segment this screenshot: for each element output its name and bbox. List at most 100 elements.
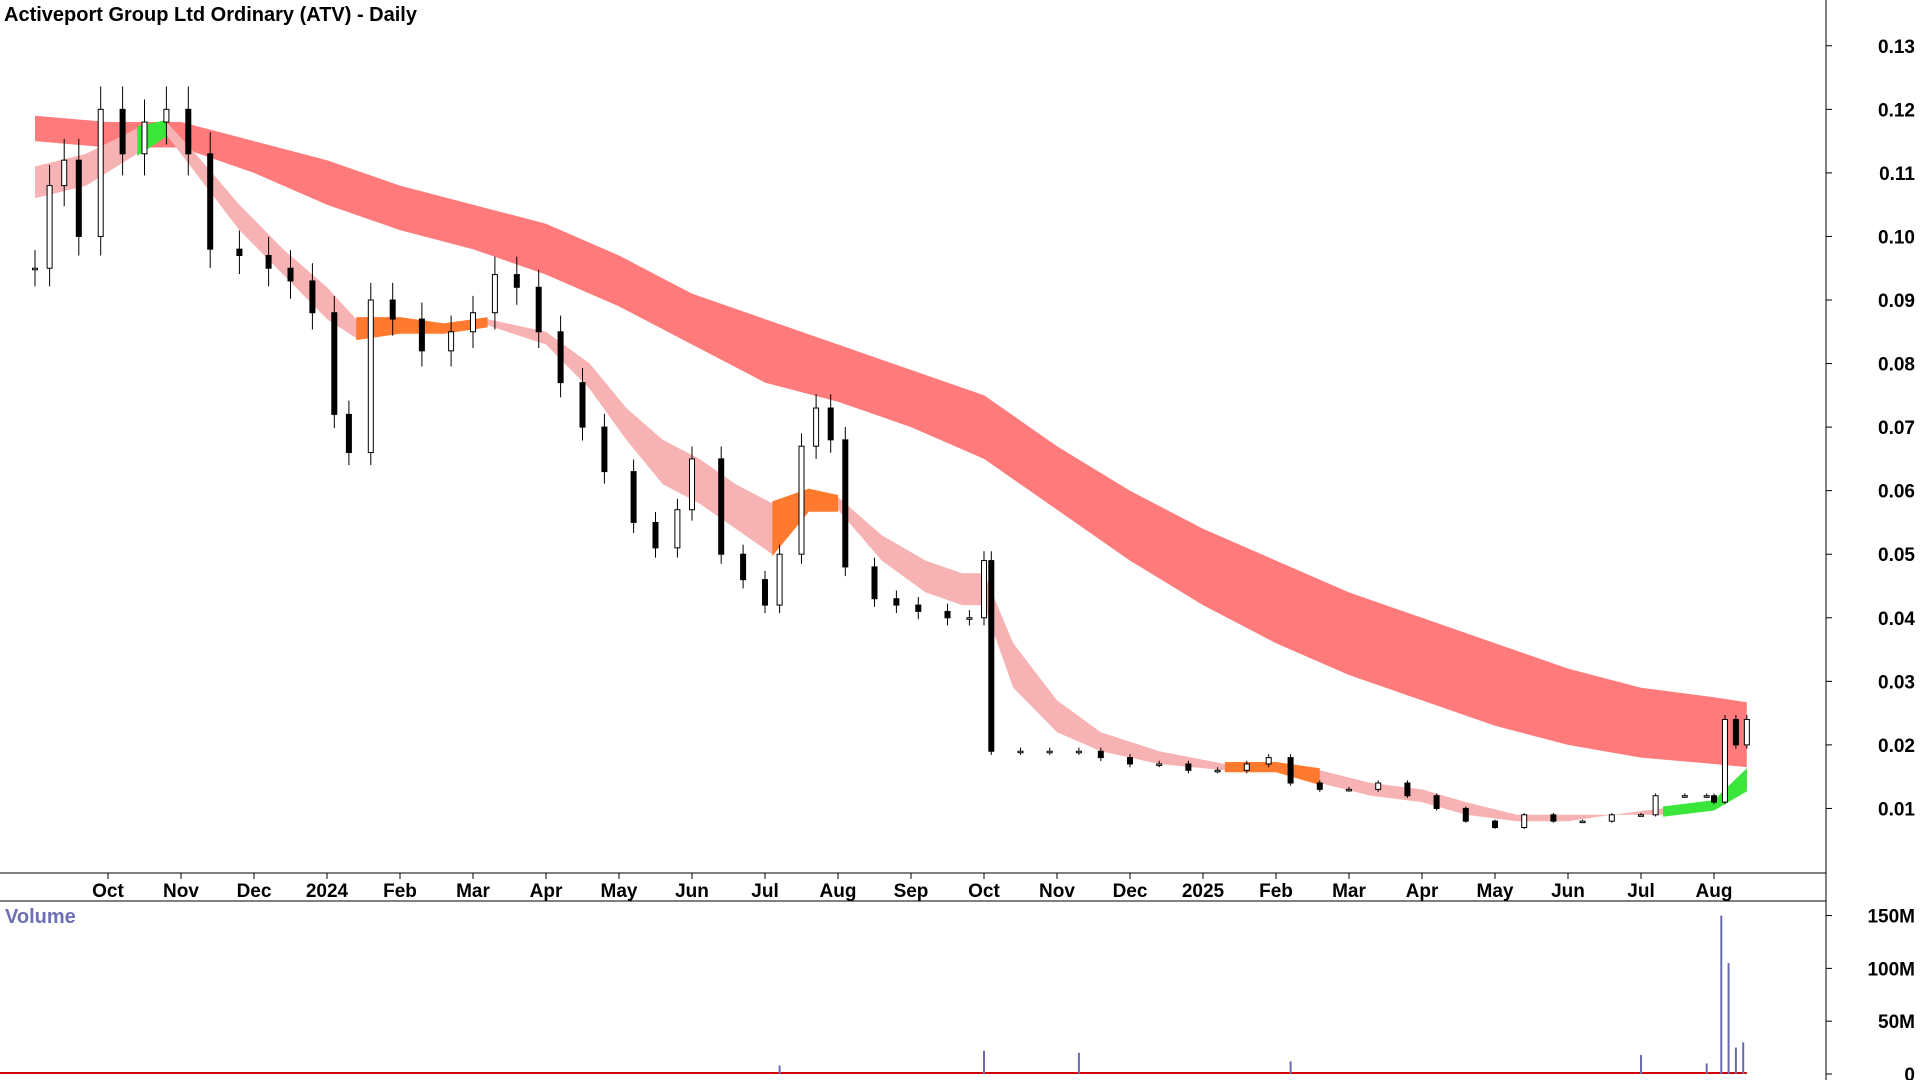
price-candle bbox=[871, 566, 878, 600]
x-tick-label: May bbox=[1477, 881, 1514, 902]
price-candle bbox=[966, 617, 973, 620]
price-candle bbox=[119, 108, 126, 155]
price-candle bbox=[1214, 769, 1221, 773]
price-candle bbox=[345, 413, 352, 454]
price-candle bbox=[141, 121, 148, 155]
price-layer bbox=[32, 86, 1750, 829]
price-candle bbox=[331, 312, 338, 415]
price-candle bbox=[813, 407, 820, 447]
price-candle bbox=[1579, 820, 1586, 824]
price-candle bbox=[1521, 814, 1528, 829]
x-tick-label: Oct bbox=[968, 881, 1000, 902]
price-candle bbox=[309, 280, 316, 314]
price-candle bbox=[842, 439, 849, 568]
price-candle bbox=[630, 471, 637, 523]
price-candle bbox=[1287, 757, 1294, 784]
price-candle bbox=[827, 407, 834, 441]
x-tick-label: Jun bbox=[1551, 881, 1585, 902]
x-tick-label: Jul bbox=[751, 881, 778, 902]
price-candle bbox=[1046, 750, 1053, 754]
price-candle bbox=[470, 312, 476, 333]
price-candle bbox=[652, 521, 659, 549]
price-candle bbox=[97, 108, 104, 237]
x-tick-label: Mar bbox=[456, 881, 490, 902]
chart-title: Activeport Group Ltd Ordinary (ATV) - Da… bbox=[4, 4, 417, 26]
price-candle bbox=[46, 185, 53, 269]
x-tick-label: 2024 bbox=[306, 881, 349, 902]
price-candle bbox=[601, 426, 608, 473]
price-candle bbox=[689, 458, 695, 511]
x-tick-label: Mar bbox=[1332, 881, 1366, 902]
y-tick-label: 0.09 bbox=[1878, 291, 1915, 312]
price-candle bbox=[740, 553, 747, 581]
x-tick-label: Feb bbox=[1259, 881, 1293, 902]
price-candle bbox=[988, 560, 995, 752]
x-tick-label: Nov bbox=[163, 881, 199, 902]
down-cross-band bbox=[1224, 761, 1320, 786]
y-tick-label: 0.13 bbox=[1878, 37, 1915, 58]
price-candle bbox=[1017, 750, 1024, 754]
price-candle bbox=[1703, 795, 1710, 798]
y-tick-label: 0.07 bbox=[1878, 418, 1915, 439]
y-tick-label: 0.03 bbox=[1878, 672, 1915, 693]
price-candle bbox=[718, 458, 725, 555]
price-candle bbox=[1097, 750, 1104, 759]
x-tick-label: Apr bbox=[530, 881, 563, 902]
x-tick-label: Aug bbox=[820, 881, 857, 902]
slow-band-layer bbox=[35, 115, 1747, 768]
price-candle bbox=[1462, 807, 1469, 822]
y-tick-label: 0.08 bbox=[1878, 355, 1915, 376]
price-candle bbox=[1243, 763, 1250, 771]
price-candle bbox=[981, 560, 987, 619]
price-candle bbox=[491, 274, 498, 314]
y-tick-label: 0.05 bbox=[1878, 545, 1915, 566]
price-candle bbox=[448, 331, 455, 352]
price-candle bbox=[236, 248, 243, 257]
volume-tick-label: 150M bbox=[1867, 907, 1915, 928]
y-tick-label: 0.06 bbox=[1878, 482, 1915, 503]
up-cross-band bbox=[1662, 768, 1747, 817]
price-candle bbox=[418, 318, 425, 352]
price-candle bbox=[61, 159, 68, 187]
price-candle bbox=[367, 299, 374, 454]
price-candle bbox=[1638, 814, 1644, 817]
slow-band bbox=[35, 115, 1747, 768]
price-candle bbox=[1743, 718, 1750, 746]
price-candle bbox=[776, 553, 783, 606]
price-candle bbox=[287, 267, 294, 282]
volume-tick-label: 50M bbox=[1878, 1012, 1915, 1033]
price-candle bbox=[185, 108, 192, 155]
price-candle bbox=[1127, 757, 1133, 765]
price-candle bbox=[762, 579, 768, 606]
price-candle bbox=[1185, 763, 1192, 771]
price-candle bbox=[75, 159, 82, 237]
x-tick-label: Jun bbox=[675, 881, 709, 902]
down-cross-band bbox=[772, 488, 838, 557]
price-candle bbox=[1346, 788, 1352, 792]
price-candle bbox=[1075, 750, 1082, 754]
volume-layer: 0 50M 100M 150M bbox=[0, 907, 1915, 1080]
x-tick-label: Jul bbox=[1627, 881, 1654, 902]
price-candle bbox=[1492, 820, 1498, 829]
x-tick-label: 2025 bbox=[1182, 881, 1225, 902]
x-tick-label: May bbox=[601, 881, 638, 902]
x-tick-label: Aug bbox=[1696, 881, 1733, 902]
y-tick-label: 0.02 bbox=[1878, 736, 1915, 757]
volume-tick-label: 0 bbox=[1904, 1065, 1915, 1080]
price-candle bbox=[1265, 757, 1272, 765]
price-candle bbox=[1711, 795, 1717, 803]
price-candle bbox=[1433, 795, 1440, 809]
price-candle bbox=[557, 331, 564, 384]
price-candle bbox=[1608, 814, 1615, 822]
volume-tick-label: 100M bbox=[1867, 959, 1915, 980]
x-tick-label: Apr bbox=[1406, 881, 1439, 902]
price-candle bbox=[207, 153, 214, 250]
x-tick-label: Feb bbox=[383, 881, 417, 902]
price-candle bbox=[32, 267, 38, 271]
price-candle bbox=[265, 255, 272, 269]
x-tick-label: Oct bbox=[92, 881, 124, 902]
y-tick-label: 0.11 bbox=[1879, 164, 1915, 185]
price-candle bbox=[674, 509, 681, 549]
x-tick-label: Nov bbox=[1039, 881, 1075, 902]
